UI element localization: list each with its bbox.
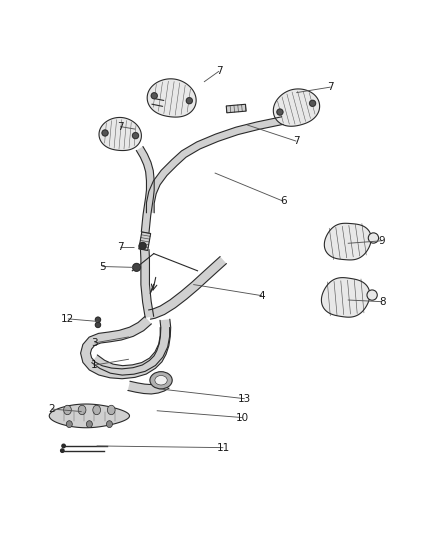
Text: 2: 2 bbox=[48, 404, 55, 414]
Ellipse shape bbox=[86, 421, 92, 427]
Ellipse shape bbox=[155, 376, 167, 385]
Text: 10: 10 bbox=[236, 413, 249, 423]
Text: 5: 5 bbox=[99, 262, 106, 271]
Text: 3: 3 bbox=[91, 338, 98, 348]
Polygon shape bbox=[146, 117, 283, 213]
Ellipse shape bbox=[107, 405, 115, 415]
Text: 1: 1 bbox=[90, 360, 97, 370]
Polygon shape bbox=[128, 380, 169, 394]
Polygon shape bbox=[148, 256, 226, 319]
Circle shape bbox=[62, 444, 65, 448]
Ellipse shape bbox=[93, 405, 101, 415]
Text: 6: 6 bbox=[280, 196, 287, 206]
Circle shape bbox=[368, 233, 378, 243]
Polygon shape bbox=[226, 104, 246, 113]
Ellipse shape bbox=[64, 405, 71, 415]
Circle shape bbox=[139, 243, 146, 249]
Text: 13: 13 bbox=[238, 394, 251, 403]
Circle shape bbox=[277, 109, 283, 115]
Polygon shape bbox=[92, 327, 170, 375]
Text: 7: 7 bbox=[215, 66, 223, 76]
Polygon shape bbox=[152, 98, 164, 107]
Circle shape bbox=[95, 322, 101, 327]
Polygon shape bbox=[273, 89, 320, 126]
Circle shape bbox=[95, 317, 101, 322]
Circle shape bbox=[151, 93, 157, 99]
Circle shape bbox=[310, 100, 316, 106]
Polygon shape bbox=[136, 147, 154, 232]
Circle shape bbox=[367, 290, 377, 300]
Text: 9: 9 bbox=[379, 236, 385, 246]
Circle shape bbox=[133, 263, 141, 271]
Circle shape bbox=[102, 130, 108, 136]
Polygon shape bbox=[99, 117, 141, 150]
Polygon shape bbox=[139, 232, 151, 251]
Ellipse shape bbox=[66, 421, 72, 427]
Text: 8: 8 bbox=[379, 297, 385, 306]
Polygon shape bbox=[49, 404, 130, 428]
Text: 7: 7 bbox=[327, 82, 334, 92]
Polygon shape bbox=[324, 223, 371, 260]
Text: 7: 7 bbox=[293, 136, 300, 146]
Polygon shape bbox=[147, 79, 196, 117]
Text: 7: 7 bbox=[117, 242, 124, 252]
Ellipse shape bbox=[78, 405, 86, 415]
Text: 7: 7 bbox=[117, 122, 124, 132]
Ellipse shape bbox=[106, 421, 113, 427]
Polygon shape bbox=[321, 278, 370, 317]
Polygon shape bbox=[81, 317, 171, 379]
Text: 4: 4 bbox=[258, 290, 265, 301]
Text: 12: 12 bbox=[61, 314, 74, 324]
Circle shape bbox=[133, 133, 138, 139]
Polygon shape bbox=[141, 249, 154, 318]
Ellipse shape bbox=[150, 372, 172, 389]
Circle shape bbox=[60, 449, 64, 453]
Text: 11: 11 bbox=[217, 442, 230, 453]
Circle shape bbox=[186, 98, 192, 104]
